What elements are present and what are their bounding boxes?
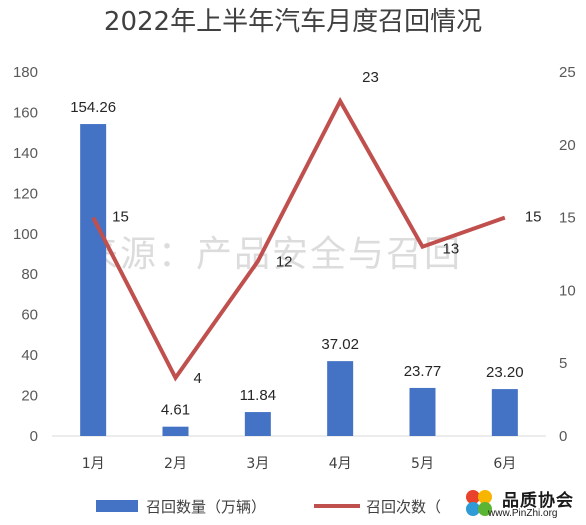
- x-tick-label: 6月: [493, 456, 516, 472]
- bar-data-label: 23.77: [404, 363, 442, 380]
- bar-data-label: 11.84: [240, 387, 276, 404]
- y-right-tick-label: 5: [559, 355, 567, 372]
- y-left-tick-label: 140: [13, 145, 38, 162]
- watermark-text: 来源：产品安全与召回: [82, 234, 462, 275]
- x-tick-label: 4月: [329, 456, 352, 472]
- y-left-tick-label: 20: [21, 388, 38, 405]
- legend-label-line: 召回次数（: [366, 498, 441, 516]
- bar-data-label: 37.02: [321, 336, 359, 353]
- y-left-tick-label: 60: [21, 307, 38, 324]
- line-data-label: 23: [362, 69, 379, 86]
- line-data-label: 4: [194, 370, 202, 387]
- line-data-label: 15: [112, 209, 129, 226]
- bar-data-label: 154.26: [70, 99, 116, 116]
- x-tick-label: 3月: [246, 456, 269, 472]
- logo-url: www.PinZhi.org: [488, 508, 558, 519]
- y-left-tick-label: 120: [13, 185, 38, 202]
- logo-icon: [466, 490, 492, 516]
- bar-data-label: 4.61: [161, 402, 190, 419]
- line-data-label: 15: [525, 209, 542, 226]
- x-tick-label: 5月: [411, 456, 434, 472]
- y-left-tick-label: 40: [21, 347, 38, 364]
- line-data-label: 12: [276, 253, 293, 270]
- chart-title: 2022年上半年汽车月度召回情况: [103, 7, 483, 37]
- bar: [491, 389, 518, 436]
- y-left-tick-label: 160: [13, 104, 38, 121]
- bar-data-label: 23.20: [486, 364, 524, 381]
- y-right-tick-label: 15: [559, 210, 576, 227]
- y-left-tick-label: 100: [13, 226, 38, 243]
- brand-logo: 品质协会 www.PinZhi.org: [458, 484, 586, 525]
- bar: [327, 361, 354, 436]
- y-right-tick-label: 0: [559, 428, 567, 445]
- y-right-tick-label: 25: [559, 64, 576, 81]
- legend-label-bars: 召回数量（万辆）: [146, 498, 266, 516]
- x-tick-label: 1月: [82, 456, 105, 472]
- bar: [162, 426, 189, 436]
- y-right-tick-label: 20: [559, 137, 576, 154]
- line-series: [91, 96, 506, 382]
- legend-swatch-bars: [96, 500, 138, 512]
- bar: [244, 412, 271, 436]
- y-right-tick-label: 10: [559, 282, 576, 299]
- y-left-tick-label: 0: [30, 428, 38, 445]
- y-left-tick-label: 80: [21, 266, 38, 283]
- bar: [80, 124, 107, 436]
- x-tick-label: 2月: [164, 456, 187, 472]
- logo-name: 品质协会: [502, 491, 574, 511]
- line-data-label: 13: [443, 241, 460, 258]
- y-left-tick-label: 180: [13, 64, 38, 81]
- bar: [409, 387, 436, 436]
